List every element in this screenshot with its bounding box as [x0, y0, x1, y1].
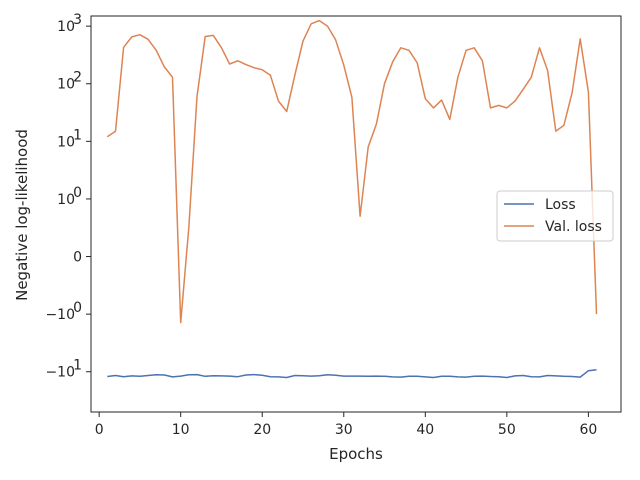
y-tick-exponent: 1	[73, 127, 82, 143]
x-tick-label: 30	[335, 422, 353, 438]
x-tick-label: 40	[416, 422, 434, 438]
x-axis: 0 10 20 30 40 50 60	[95, 412, 597, 438]
y-tick-label: 10	[57, 77, 75, 93]
series-lines	[106, 19, 598, 379]
y-tick-exponent: 0	[73, 185, 82, 201]
y-tick-exponent: 2	[73, 70, 82, 86]
x-tick-label: 0	[95, 422, 104, 438]
legend-label-val-loss: Val. loss	[545, 219, 602, 235]
x-tick-label: 20	[253, 422, 271, 438]
series-line-val-loss	[106, 19, 598, 324]
y-tick-label: −10	[45, 307, 75, 323]
legend-label-loss: Loss	[545, 197, 576, 213]
series-line-loss	[107, 368, 597, 379]
legend: Loss Val. loss	[496, 190, 614, 242]
y-tick-label: −10	[45, 365, 75, 381]
y-tick-exponent: 0	[73, 300, 82, 316]
x-tick-label: 10	[172, 422, 190, 438]
y-tick-label: 10	[57, 192, 75, 208]
y-tick-label: 10	[57, 19, 75, 35]
x-axis-label: Epochs	[329, 445, 383, 463]
x-tick-label: 50	[498, 422, 516, 438]
x-tick-label: 60	[579, 422, 597, 438]
y-tick-exponent: 3	[73, 12, 82, 28]
y-tick-exponent: 1	[73, 358, 82, 374]
y-tick-label: 10	[57, 134, 75, 150]
y-tick-label: 0	[73, 250, 82, 266]
y-axis-label: Negative log-likelihood	[13, 129, 31, 301]
axes-frame	[90, 15, 622, 413]
